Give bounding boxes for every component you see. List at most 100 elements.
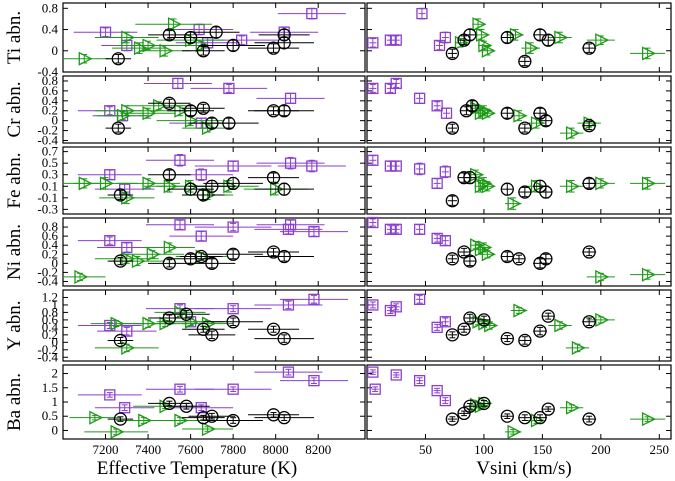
panel-ba-teff: 00.511.52 xyxy=(42,364,366,440)
data-point-black xyxy=(162,396,176,411)
data-point-black xyxy=(196,188,211,202)
panel-frame xyxy=(62,2,366,73)
data-point-black xyxy=(226,247,240,261)
data-point-green xyxy=(184,113,200,128)
data-point-green xyxy=(110,424,125,439)
panel-ba-vsini xyxy=(366,364,672,440)
data-point-purple xyxy=(282,299,295,311)
y-tick-label: 0.5 xyxy=(42,408,58,423)
data-point-green xyxy=(554,318,569,333)
data-point-purple xyxy=(433,39,446,52)
data-point-black xyxy=(111,52,125,66)
data-point-purple xyxy=(439,166,451,178)
data-point-green xyxy=(641,176,657,191)
y-tick-label: 0.4 xyxy=(42,22,59,37)
data-point-green xyxy=(142,38,157,53)
y-tick-label: -0.4 xyxy=(37,349,58,364)
data-point-black xyxy=(179,399,194,413)
data-point-black xyxy=(113,188,128,202)
y-tick-label: 0 xyxy=(52,113,59,128)
panel-ti-teff: -0.4 0 0.4 0.8 xyxy=(37,0,366,79)
data-point-green xyxy=(472,17,487,32)
x-tick-label: 7200 xyxy=(93,442,119,457)
data-point-black xyxy=(463,399,477,413)
y-tick-label: 0.7 xyxy=(42,144,59,159)
data-point-green xyxy=(78,51,93,66)
panel-y-vsini xyxy=(366,289,672,362)
data-point-black xyxy=(465,99,479,113)
data-point-purple xyxy=(308,375,320,387)
x-axis-title-teff: Effective Temperature (K) xyxy=(97,458,298,479)
data-point-purple xyxy=(174,154,186,166)
data-point-black xyxy=(111,121,125,135)
data-point-green xyxy=(138,413,153,428)
row-label-ba: Ba abn. xyxy=(4,373,25,431)
data-point-purple xyxy=(384,304,397,317)
data-point-purple xyxy=(367,366,379,378)
data-point-purple xyxy=(390,160,402,172)
data-point-green xyxy=(513,303,528,318)
data-point-green xyxy=(153,98,168,113)
data-point-purple xyxy=(227,160,239,172)
data-point-green xyxy=(565,126,581,141)
y-tick-label: -0.2 xyxy=(37,123,58,138)
y-tick-label: 0.6 xyxy=(42,83,59,98)
data-point-black xyxy=(226,176,240,191)
y-tick-label: 1.5 xyxy=(42,380,58,395)
data-point-green xyxy=(174,413,189,428)
data-point-black xyxy=(113,333,128,348)
data-point-green xyxy=(530,116,545,131)
y-tick-label: 1 xyxy=(52,394,59,409)
data-point-purple xyxy=(413,293,426,305)
data-point-black xyxy=(162,311,176,325)
y-tick-label: 0.8 xyxy=(42,0,58,15)
data-point-black xyxy=(518,333,532,348)
data-point-black xyxy=(277,182,291,196)
data-point-green xyxy=(641,46,657,61)
data-point-black xyxy=(222,116,236,130)
y-tick-label: 0.8 xyxy=(42,219,58,234)
data-point-purple xyxy=(119,402,131,414)
panel-fe-teff: -0.3-0.10.10.30.50.7 xyxy=(37,144,366,216)
data-point-black xyxy=(183,104,198,118)
data-point-black xyxy=(463,170,477,185)
data-point-purple xyxy=(121,325,133,337)
data-point-purple xyxy=(413,375,426,387)
data-point-green xyxy=(470,397,485,412)
data-point-green xyxy=(481,179,496,194)
data-point-black xyxy=(183,30,198,45)
data-point-green xyxy=(121,103,136,118)
data-point-black xyxy=(226,38,240,53)
data-point-green xyxy=(641,412,657,427)
panel-cr-teff: -0.4-0.200.20.40.60.8 xyxy=(37,73,366,148)
data-point-purple xyxy=(195,169,207,181)
data-point-black xyxy=(541,402,555,416)
data-point-purple xyxy=(367,154,379,166)
data-point-green xyxy=(99,176,114,191)
data-point-black xyxy=(582,176,596,191)
data-point-purple xyxy=(104,389,116,401)
data-point-purple xyxy=(413,92,426,104)
y-tick-label: -0.3 xyxy=(37,201,58,216)
data-point-black xyxy=(582,41,596,55)
data-point-purple xyxy=(431,177,443,190)
data-point-black xyxy=(162,96,176,110)
data-point-green xyxy=(159,43,174,58)
data-point-green xyxy=(195,38,210,53)
data-point-black xyxy=(518,411,532,425)
data-point-black xyxy=(266,170,281,185)
panel-frame xyxy=(62,289,366,362)
data-point-green xyxy=(478,38,493,53)
data-point-black xyxy=(162,28,176,42)
y-tick-label: 0.6 xyxy=(42,312,59,327)
x-tick-label: 7600 xyxy=(178,442,204,457)
data-point-green xyxy=(554,30,569,45)
panel-frame xyxy=(366,2,672,73)
y-tick-label: -0.2 xyxy=(37,342,58,357)
data-point-black xyxy=(500,409,514,423)
data-point-green xyxy=(481,247,496,262)
data-point-purple xyxy=(284,92,297,104)
data-point-black xyxy=(582,118,596,133)
data-point-purple xyxy=(367,82,379,95)
